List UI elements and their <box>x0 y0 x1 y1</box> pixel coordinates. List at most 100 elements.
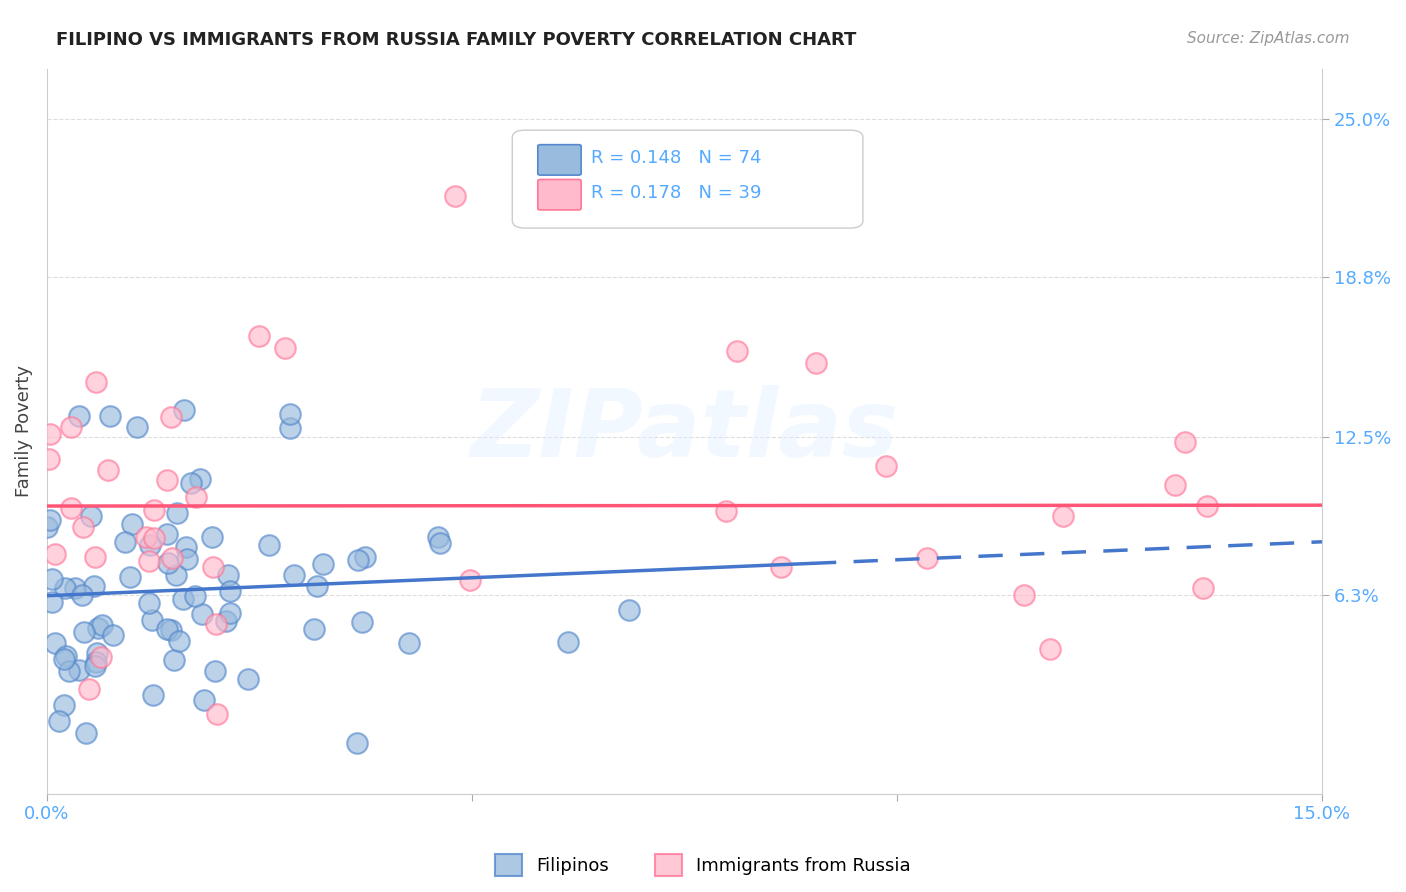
Point <box>205 707 228 722</box>
Point <box>312 557 335 571</box>
Point <box>193 693 215 707</box>
Point <box>138 596 160 610</box>
Point <box>73 624 96 639</box>
Point <box>257 538 280 552</box>
Point <box>142 688 165 702</box>
Point <box>398 636 420 650</box>
Point <box>44 547 66 561</box>
Point <box>184 491 207 505</box>
Point <box>114 534 136 549</box>
Point <box>725 344 748 359</box>
Point <box>135 531 157 545</box>
Y-axis label: Family Poverty: Family Poverty <box>15 365 32 497</box>
Point <box>63 582 86 596</box>
Point <box>87 621 110 635</box>
Point <box>80 509 103 524</box>
Point <box>180 475 202 490</box>
Point <box>48 714 70 729</box>
Point <box>90 618 112 632</box>
Point <box>139 538 162 552</box>
Point <box>44 636 66 650</box>
Point <box>141 613 163 627</box>
Point <box>37 520 59 534</box>
Point <box>90 650 112 665</box>
Point <box>156 473 179 487</box>
Point <box>174 541 197 555</box>
Point <box>557 634 579 648</box>
Point <box>55 581 77 595</box>
Point <box>166 506 188 520</box>
Point <box>159 409 181 424</box>
Point <box>238 673 260 687</box>
FancyBboxPatch shape <box>512 130 863 228</box>
Point <box>219 606 242 620</box>
Point <box>58 664 80 678</box>
Point <box>444 188 467 202</box>
Point <box>72 588 94 602</box>
Point <box>915 551 938 566</box>
Point <box>156 622 179 636</box>
Point <box>83 658 105 673</box>
Point <box>769 559 792 574</box>
Point <box>352 615 374 629</box>
Point <box>204 665 226 679</box>
Point <box>278 407 301 421</box>
Point <box>72 520 94 534</box>
Point <box>142 531 165 545</box>
Point <box>86 646 108 660</box>
Point <box>283 568 305 582</box>
Point <box>77 682 100 697</box>
Point <box>59 500 82 515</box>
FancyBboxPatch shape <box>537 145 581 175</box>
Point <box>215 614 238 628</box>
Point <box>84 375 107 389</box>
Point <box>59 420 82 434</box>
Point <box>98 409 121 424</box>
Point <box>1164 477 1187 491</box>
Point <box>716 503 738 517</box>
Point <box>804 356 827 370</box>
Point <box>55 648 77 663</box>
Point <box>83 579 105 593</box>
Point <box>1039 642 1062 657</box>
Text: R = 0.178   N = 39: R = 0.178 N = 39 <box>592 184 762 202</box>
Point <box>875 458 897 473</box>
Point <box>97 463 120 477</box>
Point <box>125 420 148 434</box>
Point <box>38 513 60 527</box>
Point <box>121 517 143 532</box>
Point <box>83 549 105 564</box>
Point <box>346 736 368 750</box>
Point <box>191 607 214 621</box>
Text: ZIPatlas: ZIPatlas <box>471 385 898 477</box>
Point <box>41 595 63 609</box>
Point <box>202 560 225 574</box>
Point <box>41 572 63 586</box>
Point <box>52 652 75 666</box>
Point <box>67 409 90 424</box>
Point <box>53 698 76 712</box>
Point <box>201 530 224 544</box>
Point <box>305 579 328 593</box>
Point <box>347 553 370 567</box>
Point <box>143 503 166 517</box>
Point <box>274 342 297 356</box>
Point <box>190 472 212 486</box>
Point <box>176 552 198 566</box>
Point <box>217 567 239 582</box>
Point <box>1052 509 1074 524</box>
Point <box>460 574 482 588</box>
Point <box>278 421 301 435</box>
Point <box>184 589 207 603</box>
Point <box>1174 435 1197 450</box>
Point <box>162 653 184 667</box>
Point <box>103 628 125 642</box>
Point <box>427 530 450 544</box>
Point <box>173 403 195 417</box>
Point <box>157 557 180 571</box>
Point <box>1012 588 1035 602</box>
Point <box>75 725 97 739</box>
Point <box>205 617 228 632</box>
Point <box>219 583 242 598</box>
Point <box>39 426 62 441</box>
